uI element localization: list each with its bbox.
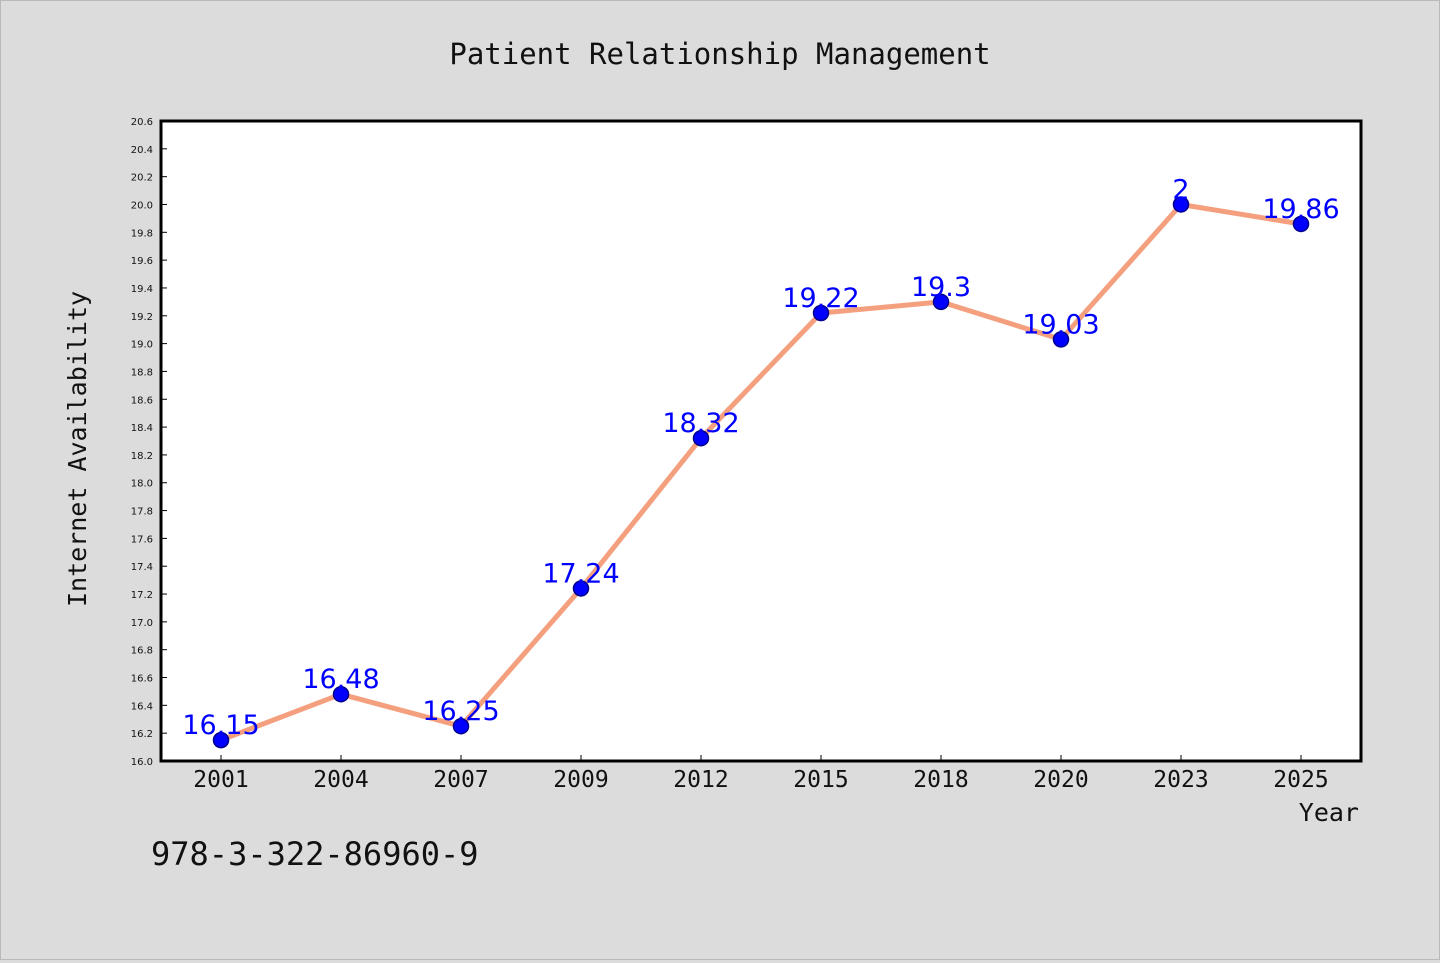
data-point	[812, 304, 830, 322]
data-label-layer: 16.15 16.48 16.25 17.24 18.32 19.22 19.3 19.03 2…	[182, 174, 1339, 741]
data-label: 19.22	[782, 283, 859, 314]
x-tick-label: 2015	[793, 767, 848, 793]
x-tick-label: 2025	[1273, 767, 1328, 793]
x-tick-label: 2018	[913, 767, 968, 793]
y-tick-label: 20.6	[131, 117, 153, 128]
y-tick-label: 20.2	[131, 173, 153, 184]
y-tick-label: 19.8	[131, 228, 153, 239]
x-tick-label: 2001	[193, 767, 248, 793]
y-tick-label: 17.8	[131, 507, 153, 518]
data-label: 19.03	[1022, 309, 1099, 340]
y-tick-label: 20.4	[131, 145, 153, 156]
x-tick-label: 2023	[1153, 767, 1208, 793]
data-label: 17.24	[542, 558, 619, 589]
y-tick-label: 16.6	[131, 674, 153, 685]
data-point	[932, 293, 950, 311]
y-tick-label: 18.0	[131, 479, 153, 490]
y-axis-ticks: 16.0 16.2 16.4 16.6 16.8 17.0 17.2 17.4 17.6 17.8…	[131, 117, 167, 768]
y-tick-label: 20.0	[131, 200, 153, 211]
data-label: 2	[1172, 174, 1189, 205]
y-tick-label: 17.0	[131, 618, 153, 629]
x-tick-label: 2009	[553, 767, 608, 793]
footer-code: 978-3-322-86960-9	[151, 835, 479, 873]
x-tick-label: 2012	[673, 767, 728, 793]
y-axis-label: Internet Availability	[63, 291, 92, 607]
data-label: 16.25	[422, 696, 499, 727]
y-tick-label: 17.6	[131, 534, 153, 545]
y-tick-label: 16.0	[131, 757, 153, 768]
y-tick-label: 16.2	[131, 729, 153, 740]
x-tick-label: 2004	[313, 767, 368, 793]
y-tick-label: 16.4	[131, 701, 153, 712]
x-tick-label: 2020	[1033, 767, 1088, 793]
data-point	[1172, 196, 1190, 213]
data-point	[1292, 215, 1310, 233]
x-tick-label: 2007	[433, 767, 488, 793]
y-tick-label: 18.2	[131, 451, 153, 462]
data-label: 16.15	[182, 710, 259, 741]
data-label: 16.48	[302, 664, 379, 695]
y-tick-label: 19.4	[131, 284, 153, 295]
y-tick-label: 18.8	[131, 367, 153, 378]
series-layer	[212, 196, 1310, 749]
data-point	[452, 717, 470, 735]
data-point	[572, 580, 590, 597]
data-point	[212, 731, 230, 749]
y-tick-label: 19.6	[131, 256, 153, 267]
data-point	[332, 685, 350, 703]
data-label: 18.32	[662, 408, 739, 439]
y-tick-label: 19.0	[131, 340, 153, 351]
data-label: 19.86	[1262, 194, 1339, 225]
y-tick-label: 16.8	[131, 646, 153, 657]
data-point	[1052, 331, 1070, 348]
data-point	[692, 429, 710, 447]
y-tick-label: 18.4	[131, 423, 153, 434]
chart-title: Patient Relationship Management	[449, 37, 990, 71]
y-tick-label: 17.2	[131, 590, 153, 601]
y-tick-label: 19.2	[131, 312, 153, 323]
x-axis-label: Year	[1299, 798, 1359, 827]
y-tick-label: 18.6	[131, 395, 153, 406]
y-tick-label: 17.4	[131, 562, 153, 573]
data-label: 19.3	[911, 272, 971, 303]
series-line	[218, 202, 1304, 743]
x-axis-ticks: 2001 2004 2007 2009 2012 2015 2018 2020 2023 2025	[193, 755, 1329, 793]
